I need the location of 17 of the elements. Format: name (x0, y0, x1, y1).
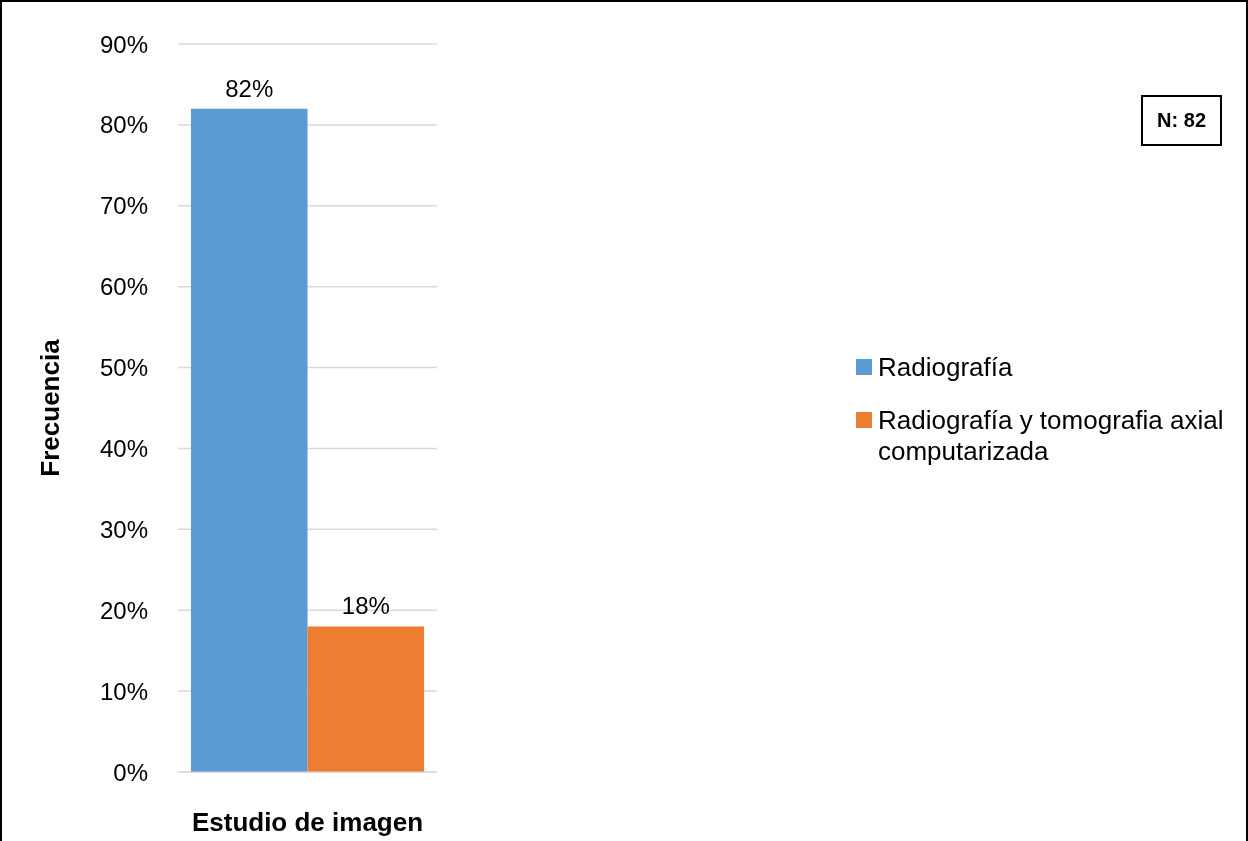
legend-label: Radiografía (878, 352, 1013, 383)
y-tick-label: 10% (99, 677, 148, 705)
y-tick-label: 50% (99, 354, 148, 382)
y-axis-title: Frecuencia (35, 338, 66, 477)
x-axis-title: Estudio de imagen (191, 807, 424, 837)
data-label: 18% (341, 592, 390, 620)
legend-label: Radiografía y tomografia axial computarizada (878, 405, 1225, 467)
y-tick-label: 80% (99, 111, 148, 139)
y-tick-label: 70% (99, 192, 148, 220)
data-label: 82% (225, 74, 274, 102)
y-tick-label: 40% (99, 434, 148, 462)
y-tick-label: 0% (113, 758, 148, 786)
y-tick-label: 90% (99, 30, 148, 58)
text: N: 82 (1141, 95, 1222, 146)
y-tick-label: 30% (99, 515, 148, 543)
y-tick-label: 20% (99, 596, 148, 624)
y-tick-label: 60% (99, 273, 148, 301)
